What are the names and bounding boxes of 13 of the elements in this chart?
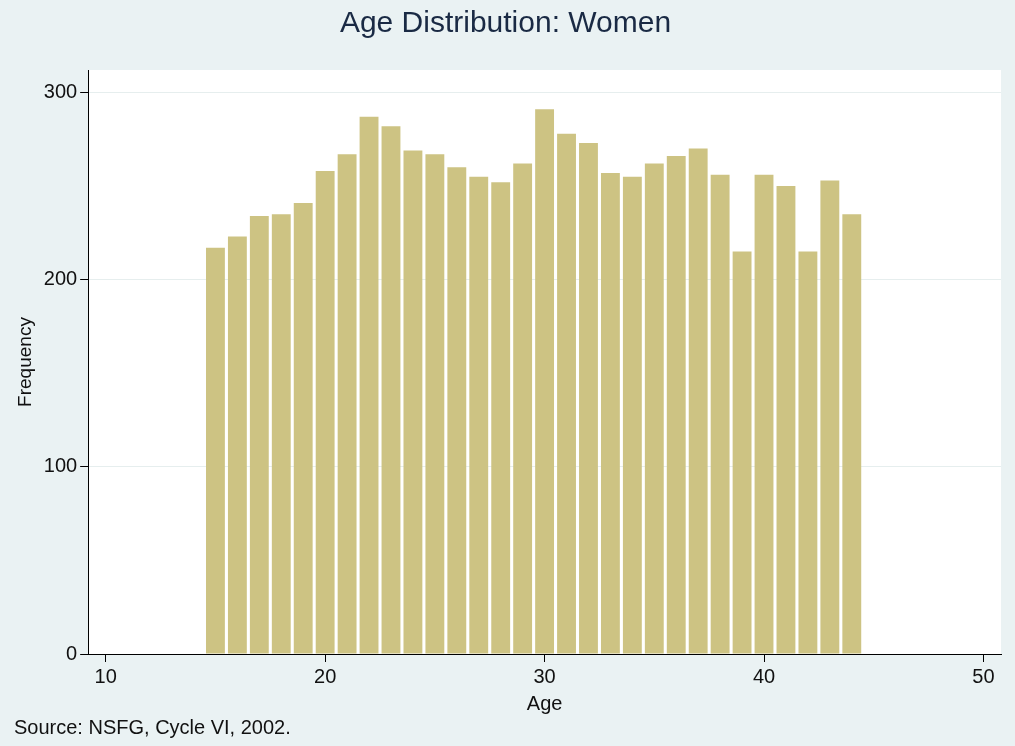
x-tick-label: 50 xyxy=(972,664,995,687)
x-axis-title: Age xyxy=(526,691,563,714)
x-tick-label: 40 xyxy=(752,664,776,687)
x-tick-label: 20 xyxy=(314,664,337,687)
chart-title: Age Distribution: Women xyxy=(339,5,672,39)
y-tick-label: 300 xyxy=(43,79,78,102)
x-tick-label: 10 xyxy=(94,664,117,687)
source-note: Source: NSFG, Cycle VI, 2002. xyxy=(14,716,291,739)
x-tick-label: 30 xyxy=(533,664,556,687)
y-tick-label: 0 xyxy=(66,641,78,664)
y-axis-title: Frequency xyxy=(13,316,35,407)
y-tick-label: 100 xyxy=(43,454,78,477)
y-tick-label: 200 xyxy=(43,267,78,290)
